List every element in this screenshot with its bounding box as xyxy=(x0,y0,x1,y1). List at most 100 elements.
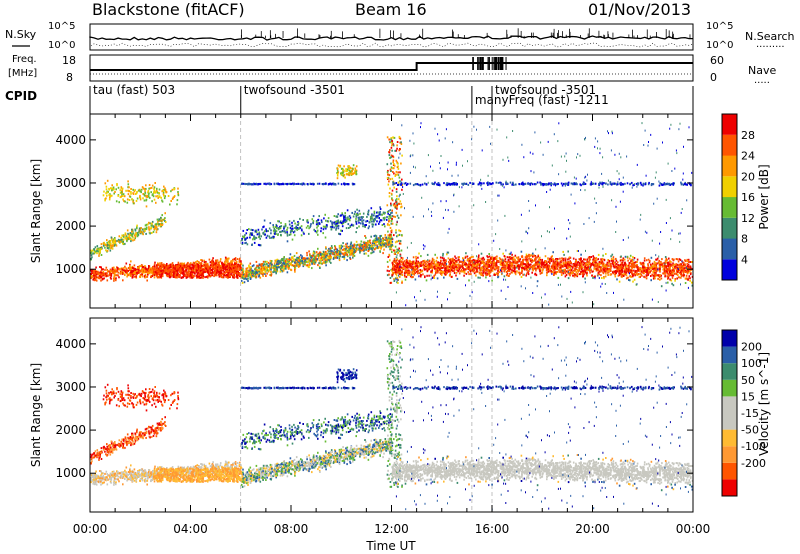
power-cell xyxy=(146,275,149,278)
power-cell xyxy=(389,281,392,284)
power-cell xyxy=(281,266,284,269)
power-cell xyxy=(139,231,142,234)
power-cell xyxy=(367,248,370,251)
power-cell xyxy=(378,239,381,242)
power-cell xyxy=(228,272,231,275)
power-cell xyxy=(95,266,97,269)
power-cell xyxy=(112,245,114,248)
power-cell xyxy=(288,266,290,269)
power-cell xyxy=(265,230,268,233)
power-cell xyxy=(187,275,190,277)
power-cell xyxy=(274,226,277,228)
power-cell xyxy=(176,269,179,272)
power-cell xyxy=(106,270,109,272)
power-cell xyxy=(352,253,355,255)
power-cell xyxy=(148,196,151,199)
power-cell xyxy=(164,269,167,272)
power-cell xyxy=(382,241,384,244)
power-cell xyxy=(349,224,352,227)
power-cell xyxy=(130,233,133,236)
power-cell xyxy=(297,256,300,259)
power-cell xyxy=(293,258,295,261)
power-cell xyxy=(376,246,379,249)
power-cell xyxy=(246,278,248,281)
power-cell xyxy=(336,215,339,218)
power-cell xyxy=(173,273,175,276)
power-cell xyxy=(133,238,136,241)
power-cell xyxy=(298,227,301,229)
power-cell xyxy=(343,256,346,259)
power-cell xyxy=(139,273,142,276)
power-cell xyxy=(273,270,276,273)
power-cell xyxy=(337,253,339,256)
power-cell xyxy=(127,186,129,189)
power-cell xyxy=(365,246,367,249)
power-cell xyxy=(139,276,141,278)
power-cell xyxy=(306,220,309,223)
power-cell xyxy=(184,264,187,267)
power-cell xyxy=(231,266,233,269)
power-cell xyxy=(359,243,362,246)
power-cell xyxy=(189,267,192,270)
power-cell xyxy=(149,268,152,271)
power-cell xyxy=(346,253,349,256)
power-cell xyxy=(365,220,367,223)
power-cell xyxy=(327,257,330,260)
power-cell xyxy=(262,272,265,275)
power-cell xyxy=(153,227,155,230)
power-cell xyxy=(176,274,178,277)
power-cell xyxy=(152,193,154,196)
power-cell xyxy=(250,228,252,231)
power-cell xyxy=(121,268,123,271)
power-cell xyxy=(320,254,322,257)
power-cell xyxy=(213,266,215,269)
power-cell xyxy=(171,264,173,267)
power-cell xyxy=(602,254,604,257)
power-cell xyxy=(355,231,357,234)
power-cell xyxy=(211,274,213,277)
power-cell xyxy=(152,226,155,228)
power-cell xyxy=(139,194,141,197)
power-cell xyxy=(227,260,229,263)
power-cell xyxy=(167,273,169,276)
power-cell xyxy=(362,212,365,215)
power-cell xyxy=(390,138,392,141)
power-cell xyxy=(143,275,146,278)
power-cell xyxy=(141,267,144,270)
power-cell xyxy=(247,275,250,278)
power-cell xyxy=(389,141,391,144)
power-cell xyxy=(238,273,241,276)
power-cell xyxy=(164,221,167,223)
power-cell xyxy=(320,219,323,222)
power-cell xyxy=(178,265,181,268)
power-cell xyxy=(346,173,348,176)
power-cell xyxy=(363,245,365,248)
power-cell xyxy=(327,252,329,255)
power-cell xyxy=(220,264,222,267)
power-cell xyxy=(333,248,336,251)
power-cell xyxy=(154,225,156,228)
power-cell xyxy=(152,230,155,233)
power-cell xyxy=(124,265,126,268)
power-cell xyxy=(393,280,396,282)
power-cell xyxy=(291,256,293,259)
power-cell xyxy=(331,225,334,228)
power-cell xyxy=(244,273,246,276)
power-cell xyxy=(245,275,248,278)
power-cell xyxy=(280,225,283,228)
power-cell xyxy=(100,270,102,273)
power-cell xyxy=(95,274,97,277)
power-cell xyxy=(93,277,96,280)
power-cell xyxy=(151,275,154,277)
power-cell xyxy=(261,228,263,231)
power-cell xyxy=(369,239,371,242)
power-cell xyxy=(115,244,118,247)
power-cell xyxy=(197,265,199,268)
power-cell xyxy=(180,269,183,272)
power-cell xyxy=(317,233,319,236)
power-cell xyxy=(226,275,228,278)
power-cell xyxy=(583,258,585,261)
power-cell xyxy=(316,226,318,229)
power-cell xyxy=(215,259,217,262)
power-cell xyxy=(113,192,115,195)
